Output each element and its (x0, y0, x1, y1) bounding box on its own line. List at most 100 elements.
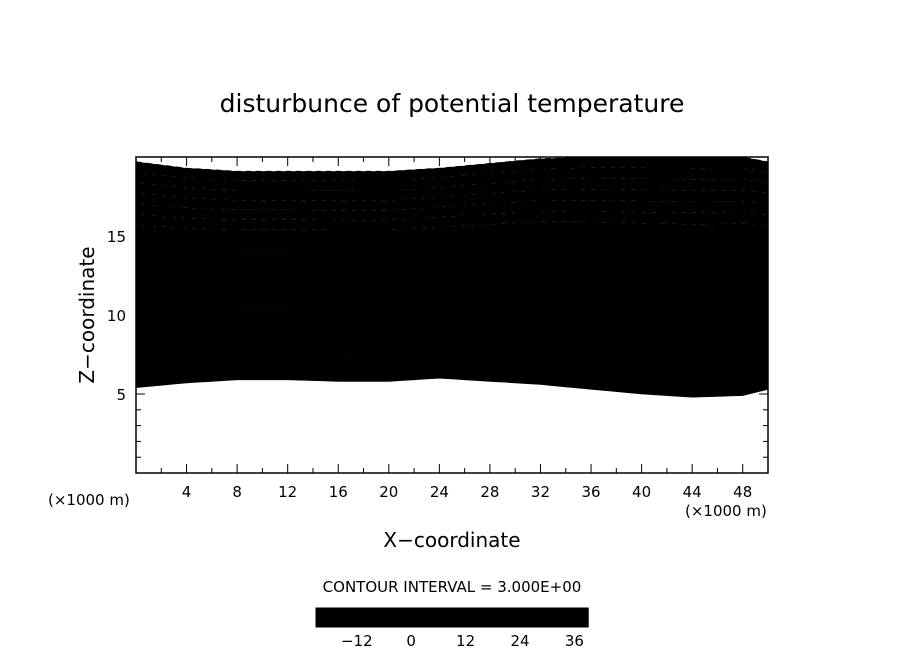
contour-label-background (354, 179, 399, 194)
contour-label-background (354, 265, 399, 280)
contour-band (136, 167, 768, 191)
contour-band (136, 287, 768, 306)
x-tick-label: 44 (683, 483, 702, 501)
colorbar-swatch (510, 607, 517, 628)
contour-line (136, 340, 768, 356)
colorbar-swatch (379, 607, 385, 628)
contour-line (136, 157, 768, 172)
y-axis-label: Z−coordinate (75, 246, 99, 383)
contour-label-background (354, 297, 399, 312)
colorbar-swatch (528, 607, 535, 628)
x-tick-label: 8 (232, 483, 242, 501)
contour-band (136, 178, 768, 201)
colorbar-swatch (401, 607, 408, 628)
colorbar-swatch (506, 607, 512, 628)
colorbar-swatch (356, 607, 363, 628)
colorbar-tick-label: 0 (406, 632, 416, 650)
colorbar-swatch (551, 607, 557, 628)
contour-line (136, 318, 768, 331)
contour-label: 6.00 (359, 281, 392, 299)
colorbar-frame (315, 607, 589, 628)
contour-label: −6.00 (353, 251, 399, 269)
contour-label: 12.0 (359, 297, 392, 315)
colorbar-swatch (406, 607, 412, 628)
contour-band (136, 211, 768, 230)
colorbar-swatch (515, 607, 521, 628)
contour-band (136, 157, 768, 181)
x-tick-label: 40 (632, 483, 651, 501)
colorbar-swatch (392, 607, 399, 628)
colorbar-tick-label: 12 (456, 632, 475, 650)
filled-contour-field (136, 157, 768, 398)
colorbar-swatch (442, 607, 449, 628)
contour-line (136, 178, 768, 191)
colorbar-swatch (411, 607, 417, 628)
contour-line (136, 166, 768, 182)
colorbar-swatch (415, 607, 421, 628)
contour-band (136, 298, 768, 318)
colorbar-swatch (451, 607, 458, 628)
x-tick-label: 4 (182, 483, 192, 501)
colorbar-swatch (370, 607, 376, 628)
contour-line (136, 297, 768, 307)
colorbar-swatch (542, 607, 548, 628)
contour-band (136, 319, 768, 343)
contour-label: 18.0 (359, 312, 392, 330)
chart-title: disturbunce of potential temperature (220, 89, 685, 118)
colorbar-swatch (388, 607, 394, 628)
axis-ticks (136, 157, 768, 473)
x-tick-label: 28 (480, 483, 499, 501)
colorbar-swatch (447, 607, 453, 628)
colorbar-swatch (365, 607, 372, 628)
colorbar-swatch (374, 607, 381, 628)
contour-label: 30.0 (359, 347, 392, 365)
x-tick-label: 48 (733, 483, 752, 501)
contour-line (136, 364, 768, 383)
contour-line (136, 275, 768, 283)
y-tick-label: 15 (107, 228, 126, 246)
colorbar-tick-label: −12 (341, 632, 373, 650)
colorbar-swatch (560, 607, 567, 628)
contour-line (136, 330, 768, 343)
colorbar-swatch (574, 607, 580, 628)
contour-label-background (354, 365, 399, 380)
contour-label: −18.0 (353, 178, 399, 196)
colorbar-tick-label: 24 (510, 632, 529, 650)
contour-line (136, 199, 768, 211)
contour-band (136, 189, 768, 211)
colorbar-swatch (343, 607, 349, 628)
x-tick-labels: 4 8 12 16 20 24 28 32 36 40 44 48 (182, 483, 752, 501)
contour-line (136, 264, 768, 271)
contour-band (136, 341, 768, 369)
colorbar-swatch (420, 607, 426, 628)
colorbar-swatch (315, 607, 322, 628)
contour-label: 24.0 (359, 328, 392, 346)
colorbar-swatch (488, 607, 494, 628)
colorbar-swatch (537, 607, 544, 628)
colorbar-swatch (347, 607, 353, 628)
colorbar-swatch (469, 607, 476, 628)
colorbar-swatch (524, 607, 530, 628)
colorbar-swatch (433, 607, 440, 628)
contour-label-background (354, 348, 399, 363)
colorbar-swatch (361, 607, 367, 628)
colorbar-swatch (352, 607, 358, 628)
colorbar-swatch (424, 607, 431, 628)
x-tick-label: 12 (278, 483, 297, 501)
contour-label-background (354, 251, 399, 266)
colorbar-swatch (429, 607, 435, 628)
contour-line (136, 221, 768, 231)
contour-line (136, 308, 768, 319)
colorbar-swatch (479, 607, 485, 628)
contour-line (136, 242, 768, 251)
contour-band (136, 276, 768, 294)
contour-label: 36.0 (359, 364, 392, 382)
x-tick-label: 24 (430, 483, 449, 501)
colorbar-swatch (465, 607, 471, 628)
contour-line (136, 377, 768, 398)
colorbar-swatch (533, 607, 539, 628)
colorbar-tick-labels: −12 0 12 24 36 (341, 632, 584, 650)
colorbar-swatch (519, 607, 526, 628)
x-tick-label: 32 (531, 483, 550, 501)
contour-band (136, 352, 768, 382)
